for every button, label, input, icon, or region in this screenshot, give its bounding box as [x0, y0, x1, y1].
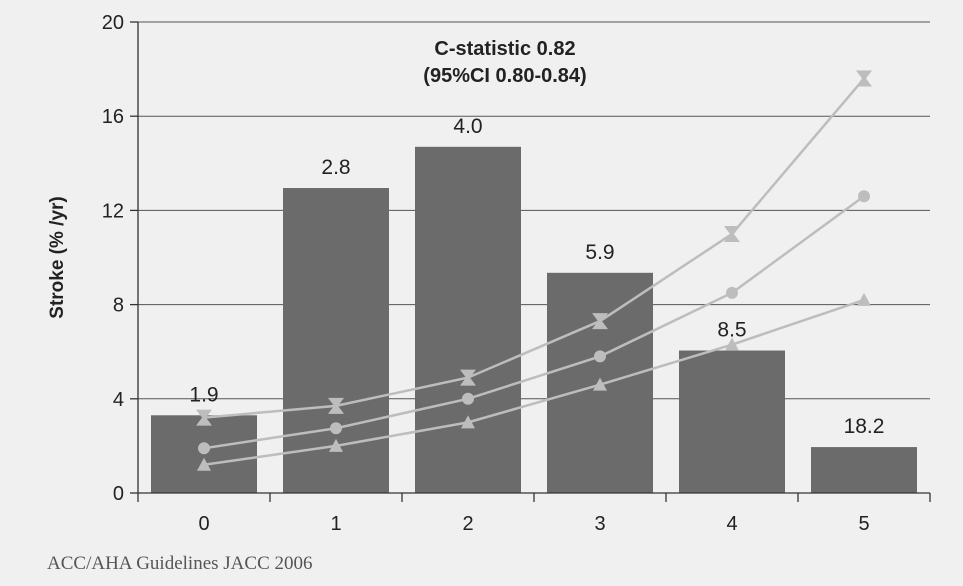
series-triangle-point-3: [593, 377, 607, 391]
series-line-bowtie: [203, 77, 865, 419]
series-bowtie-point-2: [460, 369, 476, 386]
bar-2: [415, 146, 521, 493]
series-triangle-point-0: [197, 457, 211, 471]
x-tick-label-5: 5: [858, 513, 869, 535]
series-circle-point-1: [330, 422, 342, 435]
bar-label-2: 4.0: [453, 115, 482, 138]
series-bowtie-point-0: [196, 409, 212, 426]
x-tick-label-3: 3: [594, 513, 605, 535]
y-tick-label-4: 16: [102, 106, 124, 128]
y-tick-label-2: 8: [113, 295, 124, 317]
series-bowtie-point-1: [328, 397, 344, 414]
y-axis-label: Stroke (% /yr): [47, 196, 68, 318]
series-circle-point-4: [726, 286, 738, 299]
series-triangle-point-4: [725, 337, 739, 351]
series-line-circle: [203, 195, 865, 450]
source-note: ACC/AHA Guidelines JACC 2006: [47, 553, 313, 574]
series-circle-point-0: [198, 442, 210, 455]
bar-label-0: 1.9: [189, 383, 218, 406]
series-triangle-point-2: [461, 415, 475, 429]
y-tick-label-3: 12: [102, 200, 124, 222]
annotation-line-1: (95%CI 0.80-0.84): [423, 65, 586, 87]
y-tick-label-0: 0: [113, 483, 124, 505]
series-triangle-point-5: [857, 292, 871, 306]
x-tick-label-1: 1: [330, 513, 341, 535]
y-tick-label-1: 4: [113, 389, 124, 411]
bar-4: [679, 350, 785, 493]
annotation-line-0: C-statistic 0.82: [434, 38, 575, 60]
series-triangle-point-1: [329, 438, 343, 452]
x-tick-label-0: 0: [198, 513, 209, 535]
series-circle-point-5: [858, 190, 870, 203]
series-circle-point-2: [462, 392, 474, 405]
x-tick-label-2: 2: [462, 513, 473, 535]
series-line-triangle: [203, 298, 865, 466]
bar-label-5: 18.2: [844, 415, 885, 438]
series-bowtie-point-3: [592, 313, 608, 330]
bar-5: [811, 447, 917, 493]
series-bowtie-point-4: [724, 225, 740, 242]
series-circle-point-3: [594, 350, 606, 363]
bar-label-1: 2.8: [321, 156, 350, 179]
series-bowtie-point-5: [856, 70, 872, 87]
bar-label-3: 5.9: [585, 241, 614, 264]
y-tick-label-5: 20: [102, 12, 124, 34]
bar-label-4: 8.5: [717, 319, 746, 342]
x-tick-label-4: 4: [726, 513, 737, 535]
